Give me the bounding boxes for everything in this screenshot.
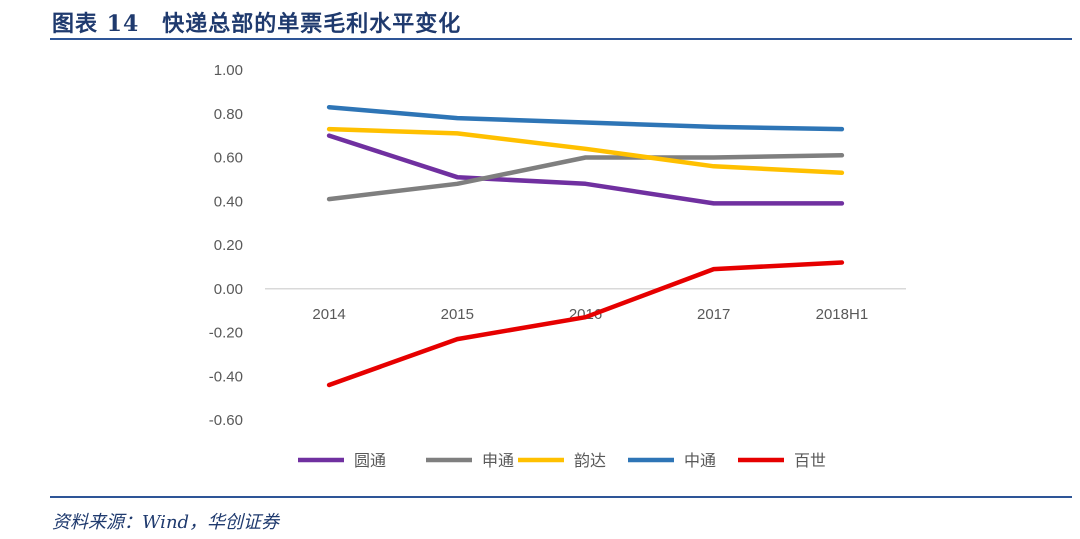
x-tick-label: 2015 (441, 306, 474, 323)
y-tick-label: 0.40 (214, 193, 243, 210)
legend-label: 百世 (794, 451, 826, 470)
line-chart: 1.000.800.600.400.200.00-0.20-0.40-0.60 … (209, 62, 906, 470)
source-note: 资料来源：Wind，华创证券 (52, 512, 280, 533)
y-tick-label: -0.40 (209, 368, 243, 385)
series-line-中通 (326, 104, 845, 132)
legend-label: 圆通 (354, 451, 386, 470)
y-tick-label: -0.60 (209, 412, 243, 429)
series-lines (326, 104, 845, 388)
y-tick-label: 0.80 (214, 106, 243, 123)
series-line-百世 (326, 260, 845, 388)
y-tick-label: 0.60 (214, 150, 243, 167)
figure-title: 图表 14 快递总部的单票毛利水平变化 (52, 11, 462, 37)
y-tick-label: 0.20 (214, 237, 243, 254)
legend-label: 申通 (482, 451, 514, 470)
y-tick-label: -0.20 (209, 325, 243, 342)
x-tick-label: 2014 (312, 306, 345, 323)
legend: 圆通 申通 韵达 中通 百世 (298, 451, 826, 470)
y-tick-label: 1.00 (214, 62, 243, 79)
title-rule (50, 38, 1072, 40)
legend-label: 韵达 (574, 451, 606, 470)
source-rule (50, 496, 1072, 498)
y-axis-ticks: 1.00 0.80 0.60 0.40 0.20 0.00 -0.20 -0.40 -0.60 (209, 62, 243, 429)
series-line-韵达 (326, 126, 845, 176)
series-line-申通 (326, 153, 845, 202)
series-line-圆通 (326, 133, 845, 206)
legend-label: 中通 (684, 451, 716, 470)
x-axis-ticks: 2014 2015 2016 2017 2018H1 (312, 306, 868, 323)
y-tick-label: 0.00 (214, 281, 243, 298)
x-tick-label: 2018H1 (816, 306, 869, 323)
x-tick-label: 2017 (697, 306, 730, 323)
